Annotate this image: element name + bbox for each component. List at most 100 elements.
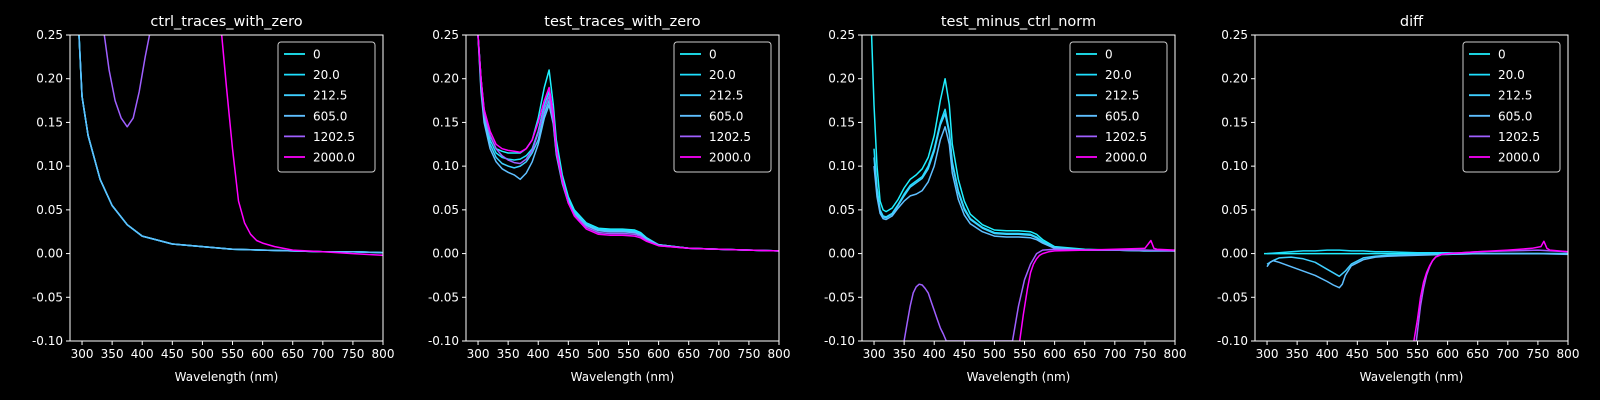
y-tick-label: 0.10 (36, 159, 63, 173)
chart-title: test_traces_with_zero (544, 14, 701, 30)
legend-entry: 0 (313, 48, 321, 62)
x-tick-label: 700 (311, 347, 334, 361)
legend-entry: 212.5 (709, 89, 743, 103)
x-tick-label: 650 (677, 347, 700, 361)
x-tick-label: 800 (768, 347, 791, 361)
legend: 0 20.0 212.5 605.0 1202.5 2000.0 (1069, 41, 1168, 173)
x-tick-label: 400 (527, 347, 550, 361)
y-tick-label: 0.00 (36, 247, 63, 261)
x-tick-label: 300 (71, 347, 94, 361)
y-tick-label: 0.05 (828, 203, 855, 217)
x-tick-label: 400 (923, 347, 946, 361)
x-tick-label: 500 (587, 347, 610, 361)
series-line-4 (873, 126, 1175, 252)
x-tick-label: 500 (1376, 347, 1399, 361)
axes-frame (861, 34, 1176, 342)
y-tick-label: 0.25 (828, 28, 855, 42)
legend-entry: 605.0 (1498, 109, 1532, 123)
chart-panel-2: 300 350 400 450 500 550 600 650 700 750 800 -0.10 -0… (428, 14, 791, 384)
x-tick-label: 500 (191, 347, 214, 361)
x-tick-label: 550 (1406, 347, 1429, 361)
legend-entry: 2000.0 (1105, 151, 1147, 165)
y-tick-label: 0.15 (828, 115, 855, 129)
y-tick-label: 0.20 (1221, 72, 1248, 86)
y-tick-label: -0.10 (824, 334, 855, 348)
legend-entry: 1202.5 (1105, 130, 1147, 144)
x-tick-label: 350 (1286, 347, 1309, 361)
x-tick-label: 600 (1043, 347, 1066, 361)
plot-area (477, 35, 779, 252)
x-tick-label: 600 (251, 347, 274, 361)
legend-entry: 212.5 (1105, 89, 1139, 103)
x-axis-label: Wavelength (nm) (967, 370, 1071, 384)
y-tick-label: 0.05 (432, 203, 459, 217)
y-tick-label: 0.15 (432, 115, 459, 129)
axes-frame (69, 34, 384, 342)
y-tick-label: -0.10 (32, 334, 63, 348)
legend-entry: 212.5 (313, 89, 347, 103)
y-tick-label: 0.15 (1221, 115, 1248, 129)
x-tick-label: 650 (1073, 347, 1096, 361)
legend: 0 20.0 212.5 605.0 1202.5 2000.0 (277, 41, 376, 173)
x-tick-label: 600 (647, 347, 670, 361)
y-tick-label: 0.25 (432, 28, 459, 42)
x-tick-label: 700 (1496, 347, 1519, 361)
y-tick-label: 0.10 (1221, 159, 1248, 173)
y-tick-label: 0.00 (828, 247, 855, 261)
legend: 0 20.0 212.5 605.0 1202.5 2000.0 (1462, 41, 1561, 173)
y-tick-label: 0.25 (1221, 28, 1248, 42)
plot-area (78, 35, 383, 257)
y-tick-label: -0.10 (1217, 334, 1248, 348)
y-tick-label: 0.20 (432, 72, 459, 86)
x-tick-label: 750 (1526, 347, 1549, 361)
x-tick-label: 650 (1466, 347, 1489, 361)
y-tick-label: -0.05 (1217, 290, 1248, 304)
y-tick-label: 0.00 (1221, 247, 1248, 261)
x-tick-label: 800 (1557, 347, 1580, 361)
series-line-6 (1018, 239, 1175, 341)
chart-title: diff (1400, 14, 1424, 30)
legend-entry: 2000.0 (709, 151, 751, 165)
y-tick-label: 0.20 (36, 72, 63, 86)
y-tick-label: 0.10 (828, 159, 855, 173)
x-axis-label: Wavelength (nm) (175, 370, 279, 384)
y-tick-label: 0.05 (1221, 203, 1248, 217)
x-tick-label: 550 (1013, 347, 1036, 361)
x-tick-label: 300 (1256, 347, 1279, 361)
x-tick-label: 400 (1316, 347, 1339, 361)
legend-entry: 0 (1498, 48, 1506, 62)
x-tick-label: 750 (737, 347, 760, 361)
legend-entry: 20.0 (709, 68, 736, 82)
y-tick-label: -0.10 (428, 334, 459, 348)
x-tick-label: 450 (953, 347, 976, 361)
x-tick-label: 300 (863, 347, 886, 361)
x-tick-label: 750 (341, 347, 364, 361)
axes-frame (1254, 34, 1569, 342)
x-tick-label: 800 (372, 347, 395, 361)
x-tick-label: 350 (893, 347, 916, 361)
x-tick-label: 350 (497, 347, 520, 361)
plot-area (1264, 240, 1568, 341)
legend-entry: 1202.5 (313, 130, 355, 144)
x-axis-label: Wavelength (nm) (1360, 370, 1464, 384)
legend-entry: 605.0 (313, 109, 347, 123)
series-line-3 (1266, 252, 1568, 278)
legend-entry: 605.0 (1105, 109, 1139, 123)
series-line-4 (1266, 252, 1568, 289)
y-tick-label: 0.10 (432, 159, 459, 173)
x-tick-label: 400 (131, 347, 154, 361)
chart-title: test_minus_ctrl_norm (941, 14, 1096, 30)
legend-entry: 20.0 (1498, 68, 1525, 82)
legend-entry: 0 (1105, 48, 1113, 62)
series-line-6 (220, 35, 383, 257)
x-tick-label: 550 (617, 347, 640, 361)
series-line-5 (103, 35, 151, 128)
legend-entry: 2000.0 (313, 151, 355, 165)
series-line-1 (870, 35, 1175, 252)
y-tick-label: -0.05 (824, 290, 855, 304)
legend-entry: 212.5 (1498, 89, 1532, 103)
y-tick-label: 0.00 (432, 247, 459, 261)
x-tick-label: 350 (101, 347, 124, 361)
x-tick-label: 450 (557, 347, 580, 361)
